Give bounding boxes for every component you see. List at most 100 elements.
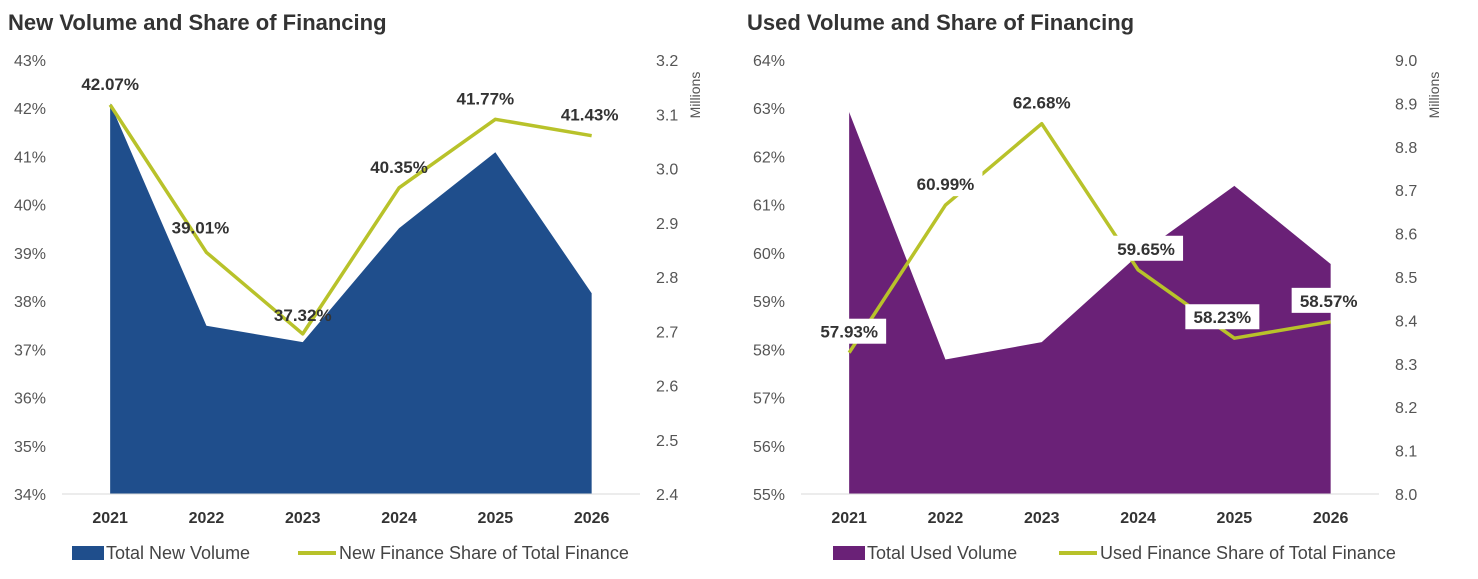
data-label-text: 58.23% <box>1194 308 1252 327</box>
new-volume-chart: 34% 35% 36% 37% 38% 39% 40% 41% 42% 43% 2.4 2.5 2.6 2… <box>14 53 703 563</box>
data-label-bg <box>812 318 887 344</box>
right-axis-tick: 8.0 <box>1395 487 1417 504</box>
right-axis-tick: 8.3 <box>1395 357 1417 374</box>
data-label-text: 58.57% <box>1300 292 1358 311</box>
left-axis-tick: 42% <box>14 101 46 118</box>
chart-title: New Volume and Share of Financing <box>8 10 387 35</box>
left-axis-tick: 64% <box>753 53 785 70</box>
left-axis-tick: 57% <box>753 391 785 408</box>
data-label-2025: 58.23% <box>1185 304 1260 330</box>
data-label-bg <box>1185 304 1260 330</box>
data-label-text: 60.99% <box>917 175 975 194</box>
left-axis-tick: 60% <box>753 246 785 263</box>
right-axis-unit: Millions <box>687 72 703 119</box>
x-axis-tick: 2024 <box>1120 510 1156 527</box>
right-axis-tick: 2.7 <box>656 324 678 341</box>
left-axis-tick: 63% <box>753 101 785 118</box>
legend-label-area: Total Used Volume <box>867 543 1017 563</box>
left-axis-tick: 34% <box>14 487 46 504</box>
right-axis-tick: 3.2 <box>656 53 678 70</box>
data-label-bg <box>1004 89 1079 115</box>
x-axis-tick: 2026 <box>1313 510 1349 527</box>
data-label-2021: 57.93% <box>812 318 887 344</box>
used-volume-chart-panel: Used Volume and Share of Financing 55% 56… <box>739 0 1478 579</box>
left-axis-tick: 56% <box>753 439 785 456</box>
chart-title: Used Volume and Share of Financing <box>747 10 1135 35</box>
volume-area <box>849 112 1331 494</box>
right-axis-tick: 3.0 <box>656 162 678 179</box>
x-axis-tick: 2022 <box>928 510 964 527</box>
used-volume-chart: 55% 56% 57% 58% 59% 60% 61% 62% 63% 64% 8.0 8.1 8.2 8… <box>753 53 1442 563</box>
right-axis-tick: 3.1 <box>656 107 678 124</box>
x-axis-tick: 2021 <box>831 510 867 527</box>
left-axis-tick: 38% <box>14 294 46 311</box>
left-axis-tick: 35% <box>14 439 46 456</box>
right-axis-tick: 8.9 <box>1395 96 1417 113</box>
data-label-text: 40.35% <box>370 158 428 177</box>
right-axis-tick: 8.7 <box>1395 183 1417 200</box>
data-label-2022: 39.01% <box>172 218 230 237</box>
data-label-bg <box>1109 235 1184 261</box>
legend: Total New Volume New Finance Share of Tot… <box>72 543 629 563</box>
legend-swatch-area <box>833 546 865 560</box>
data-label-2026: 41.43% <box>561 106 619 125</box>
right-axis-tick: 9.0 <box>1395 53 1417 70</box>
left-axis-tick: 61% <box>753 198 785 215</box>
right-axis-tick: 8.8 <box>1395 140 1417 157</box>
new-volume-chart-panel: New Volume and Share of Financing 34% 35%… <box>8 10 703 563</box>
right-axis-tick: 2.5 <box>656 433 678 450</box>
legend-label-line: New Finance Share of Total Finance <box>339 543 629 563</box>
right-axis-tick: 2.6 <box>656 379 678 396</box>
data-label-text: 41.77% <box>457 89 515 108</box>
data-label-text: 42.07% <box>81 75 139 94</box>
legend: Total Used Volume Used Finance Share of T… <box>833 543 1396 563</box>
right-axis-unit: Millions <box>1426 72 1442 119</box>
left-axis-tick: 43% <box>14 53 46 70</box>
x-axis-tick: 2021 <box>92 510 128 527</box>
x-axis-tick: 2026 <box>574 510 610 527</box>
data-label-2025: 41.77% <box>457 89 515 108</box>
x-axis-tick: 2023 <box>1024 510 1060 527</box>
right-axis-tick: 8.6 <box>1395 227 1417 244</box>
data-label-text: 59.65% <box>1117 240 1175 259</box>
data-label-2023: 37.32% <box>274 306 332 325</box>
x-axis-tick: 2024 <box>381 510 417 527</box>
data-label-bg <box>1291 287 1366 313</box>
left-axis-tick: 39% <box>14 246 46 263</box>
data-label-2024: 59.65% <box>1109 235 1184 261</box>
share-line <box>847 121 1331 354</box>
x-axis-tick: 2023 <box>285 510 321 527</box>
data-label-2024: 40.35% <box>370 158 428 177</box>
data-label-text: 37.32% <box>274 306 332 325</box>
data-label-text: 62.68% <box>1013 94 1071 113</box>
share-line <box>108 103 592 336</box>
data-label-text: 57.93% <box>820 323 878 342</box>
left-axis-tick: 36% <box>14 391 46 408</box>
right-axis-tick: 8.4 <box>1395 313 1417 330</box>
left-axis-tick: 59% <box>753 294 785 311</box>
left-axis-tick: 58% <box>753 342 785 359</box>
data-label-2023: 62.68% <box>1004 89 1079 115</box>
data-label-2026: 58.57% <box>1291 287 1366 313</box>
right-axis-tick: 8.1 <box>1395 444 1417 461</box>
left-axis-tick: 55% <box>753 487 785 504</box>
x-axis-tick: 2025 <box>478 510 514 527</box>
left-axis-tick: 41% <box>14 149 46 166</box>
x-axis-tick: 2022 <box>189 510 225 527</box>
legend-label-line: Used Finance Share of Total Finance <box>1100 543 1396 563</box>
left-axis-tick: 40% <box>14 198 46 215</box>
data-label-text: 39.01% <box>172 218 230 237</box>
x-axis-tick: 2025 <box>1217 510 1253 527</box>
data-label-2022: 60.99% <box>908 171 983 197</box>
right-axis-tick: 8.5 <box>1395 270 1417 287</box>
data-label-2021: 42.07% <box>81 75 139 94</box>
legend-label-area: Total New Volume <box>106 543 250 563</box>
data-label-text: 41.43% <box>561 106 619 125</box>
right-axis-tick: 2.4 <box>656 487 678 504</box>
right-axis-tick: 2.9 <box>656 216 678 233</box>
legend-swatch-area <box>72 546 104 560</box>
left-axis-tick: 37% <box>14 342 46 359</box>
right-axis-tick: 2.8 <box>656 270 678 287</box>
data-label-bg <box>908 171 983 197</box>
left-axis-tick: 62% <box>753 149 785 166</box>
